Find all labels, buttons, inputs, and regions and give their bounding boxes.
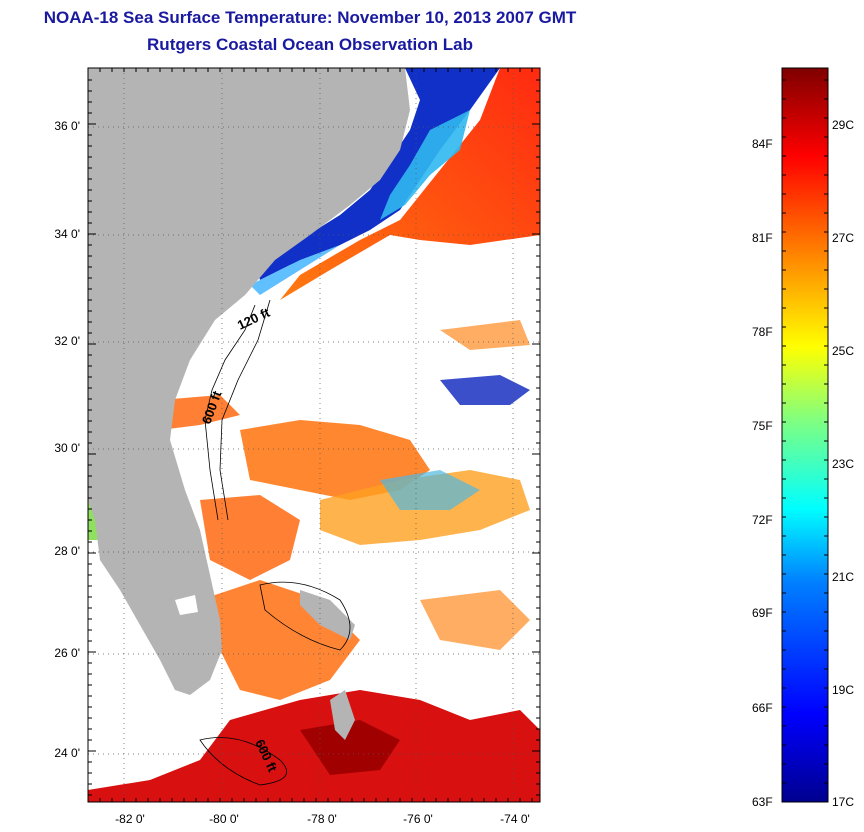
lon-label-82: -82 0' bbox=[115, 812, 145, 826]
cb-label-19c: 19C bbox=[832, 683, 855, 697]
cb-label-81f: 81F bbox=[752, 231, 773, 245]
cb-label-69f: 69F bbox=[752, 606, 773, 620]
lake-okeechobee bbox=[175, 595, 198, 615]
lat-label-28: 28 0' bbox=[54, 544, 80, 558]
cb-label-72f: 72F bbox=[752, 513, 773, 527]
lon-label-74: -74 0' bbox=[500, 812, 530, 826]
warm-patch-north-florida bbox=[160, 395, 240, 430]
warm-patch-southeast bbox=[420, 590, 530, 650]
gulf-stream-warm-water bbox=[280, 68, 540, 300]
cb-label-78f: 78F bbox=[752, 325, 773, 339]
map-title: NOAA-18 Sea Surface Temperature: Novembe… bbox=[43, 8, 577, 27]
map-frame bbox=[87, 67, 541, 803]
land-grand-bahama bbox=[300, 590, 355, 640]
cb-label-29c: 29C bbox=[832, 118, 855, 132]
cb-label-27c: 27C bbox=[832, 231, 855, 245]
land-andros-island bbox=[330, 690, 355, 740]
contour-cay-sal-bank bbox=[199, 737, 287, 786]
hottest-water-south bbox=[300, 720, 400, 775]
warm-patch-northeast bbox=[440, 320, 530, 350]
cb-label-21c: 21C bbox=[832, 570, 855, 584]
map-subtitle: Rutgers Coastal Ocean Observation Lab bbox=[147, 35, 473, 54]
contour-120ft bbox=[204, 304, 256, 521]
cb-label-17c: 17C bbox=[832, 795, 855, 809]
cb-label-66f: 66F bbox=[752, 701, 773, 715]
lon-label-76: -76 0' bbox=[403, 812, 433, 826]
cool-transition-water bbox=[380, 110, 470, 220]
lat-label-24: 24 0' bbox=[54, 746, 80, 760]
lon-label-78: -78 0' bbox=[307, 812, 337, 826]
colorbar bbox=[781, 67, 829, 803]
cb-label-63f: 63F bbox=[752, 795, 773, 809]
map-ticks bbox=[88, 68, 540, 802]
cb-label-23c: 23C bbox=[832, 457, 855, 471]
cb-label-75f: 75F bbox=[752, 419, 773, 433]
colorbar-ticks bbox=[782, 79, 828, 784]
lat-label-30: 30 0' bbox=[54, 441, 80, 455]
cb-label-25c: 25C bbox=[832, 344, 855, 358]
lat-label-36: 36 0' bbox=[54, 119, 80, 133]
graticule bbox=[88, 68, 540, 802]
cb-label-84f: 84F bbox=[752, 137, 773, 151]
lon-label-80: -80 0' bbox=[209, 812, 239, 826]
cold-coastal-water bbox=[255, 68, 500, 280]
contour-600ft bbox=[219, 299, 271, 521]
land-southeast-us bbox=[88, 68, 410, 695]
lat-label-32: 32 0' bbox=[54, 334, 80, 348]
cool-eddy bbox=[380, 470, 480, 510]
lat-label-26: 26 0' bbox=[54, 646, 80, 660]
lat-label-34: 34 0' bbox=[54, 227, 80, 241]
contour-bahama-bank bbox=[259, 581, 351, 651]
warm-patch-florida-coast bbox=[200, 495, 300, 580]
cool-shelf-water bbox=[250, 245, 340, 295]
cold-eddy-east bbox=[440, 375, 530, 405]
